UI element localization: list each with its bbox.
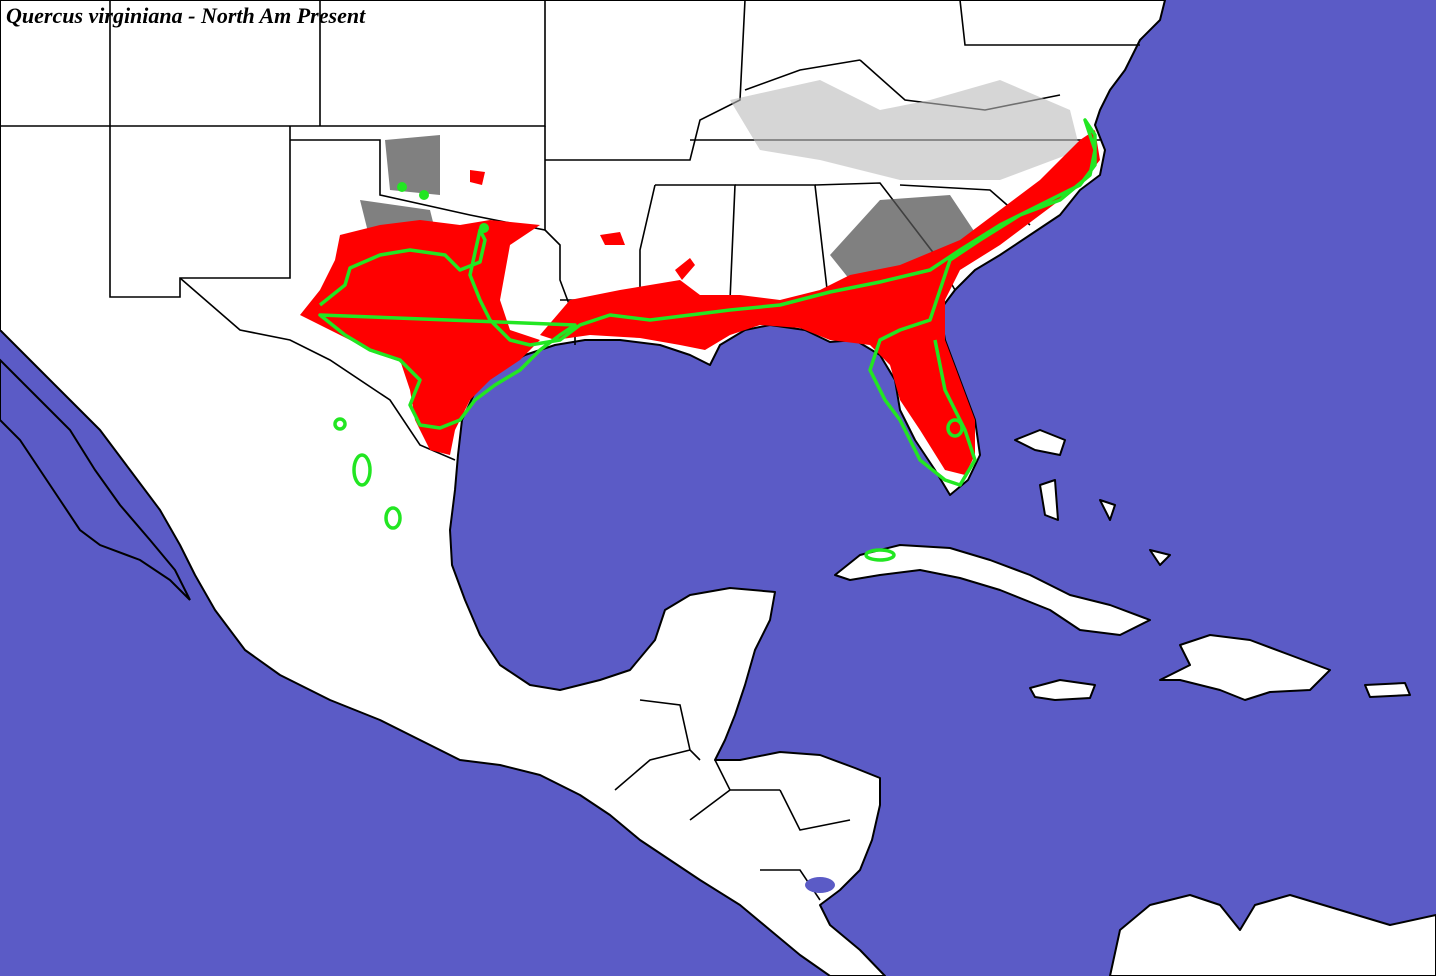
jamaica: [1029, 679, 1096, 701]
relief: [730, 80, 1080, 180]
south-america-land: [1109, 894, 1436, 976]
range-outline-patch: [946, 418, 964, 438]
range-gulf: [540, 130, 1100, 475]
bahamas: [1014, 429, 1171, 566]
range-outline-patch: [352, 453, 372, 487]
observed-range: [318, 118, 1097, 562]
lake-nicaragua: [805, 877, 835, 893]
range-outline-patch: [864, 548, 896, 562]
range-outline-patch: [384, 506, 402, 530]
relief-dark: [360, 135, 980, 280]
gulf-of-california: [0, 358, 191, 601]
puerto-rico: [1364, 682, 1411, 698]
occurrence-point: [479, 223, 489, 233]
occurrence-point: [397, 182, 407, 192]
occurrence-point: [419, 190, 429, 200]
predicted-range: [300, 130, 1100, 475]
cuba: [834, 544, 1151, 636]
map-title: Quercus virginiana - North Am Present: [6, 3, 366, 28]
range-outline-main: [318, 118, 1097, 487]
range-texas: [300, 220, 540, 455]
hispaniola: [1159, 634, 1331, 701]
range-outline-patch: [333, 417, 347, 431]
